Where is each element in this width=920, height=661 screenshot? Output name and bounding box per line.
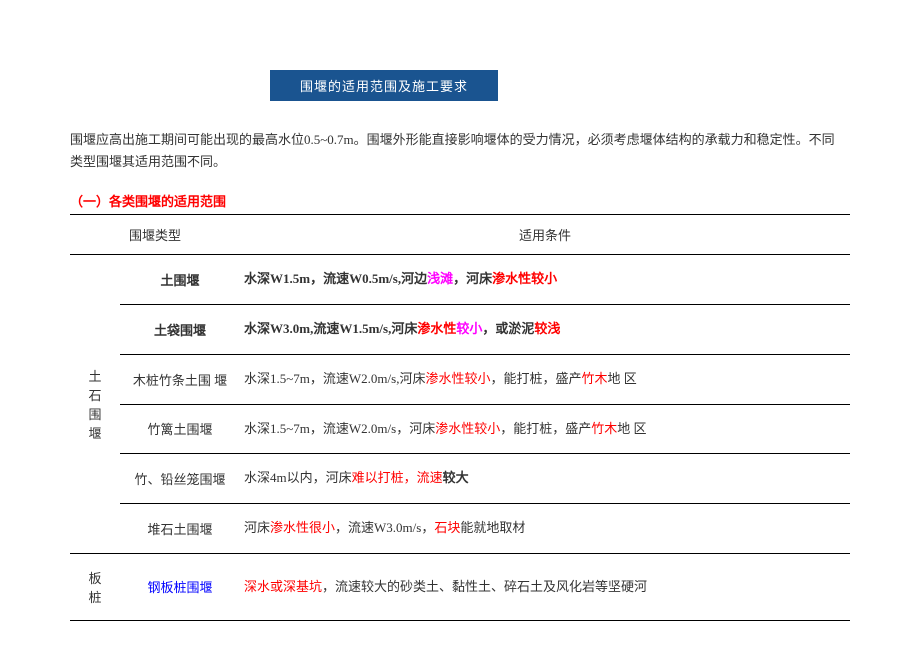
condition-segment: ，流速较大的砂类土、黏性土、碎石土及风化岩等坚硬河	[322, 579, 647, 594]
type-label: 竹、铅丝笼围堰	[134, 472, 225, 487]
condition-segment: 渗水性较小	[435, 421, 500, 436]
condition-segment: 水深1.5~7m，流速W2.0m/s，河床	[244, 421, 435, 436]
type-cell: 土围堰	[120, 255, 240, 305]
condition-segment: ，河床	[453, 271, 492, 286]
type-cell: 竹篱土围堰	[120, 404, 240, 454]
type-cell: 土袋围堰	[120, 304, 240, 354]
table-row: 板桩 钢板桩围堰 深水或深基坑，流速较大的砂类土、黏性土、碎石土及风化岩等坚硬河	[70, 553, 850, 620]
type-label: 钢板桩围堰	[147, 580, 212, 595]
condition-segment: 地 区	[617, 421, 646, 436]
table-row: 土石围堰土围堰水深W1.5m，流速W0.5m/s,河边浅滩，河床渗水性较小	[70, 255, 850, 305]
type-cell: 钢板桩围堰	[120, 553, 240, 620]
intro-paragraph: 围堰应高出施工期间可能出现的最高水位0.5~0.7m。围堰外形能直接影响堰体的受…	[70, 129, 850, 173]
table-row: 竹、铅丝笼围堰水深4m以内，河床难以打桩，流速较大	[70, 454, 850, 504]
header-type: 围堰类型	[70, 215, 240, 255]
table-row: 土袋围堰 水深W3.0m,流速W1.5m/s,河床渗水性较小，或淤泥较浅	[70, 304, 850, 354]
category-cell: 板桩	[70, 553, 120, 620]
condition-segment: 较大	[443, 470, 469, 485]
type-label: 土袋围堰	[154, 323, 206, 338]
table-body: 土石围堰土围堰水深W1.5m，流速W0.5m/s,河边浅滩，河床渗水性较小土袋围…	[70, 255, 850, 621]
cofferdam-table: 围堰类型 适用条件 土石围堰土围堰水深W1.5m，流速W0.5m/s,河边浅滩，…	[70, 214, 850, 621]
condition-cell: 水深1.5~7m，流速W2.0m/s，河床渗水性较小，能打桩，盛产竹木地 区	[240, 404, 850, 454]
condition-cell: 深水或深基坑，流速较大的砂类土、黏性土、碎石土及风化岩等坚硬河	[240, 553, 850, 620]
type-cell: 木桩竹条土围 堰	[120, 354, 240, 404]
condition-segment: ，能打桩，盛产	[490, 371, 581, 386]
condition-segment: 地 区	[608, 371, 637, 386]
section-title: （一）各类围堰的适用范围	[70, 191, 850, 210]
header-condition: 适用条件	[240, 215, 850, 255]
table-row: 木桩竹条土围 堰水深1.5~7m，流速W2.0m/s,河床渗水性较小，能打桩，盛…	[70, 354, 850, 404]
condition-segment: 较浅	[534, 321, 560, 336]
type-label: 堆石土围堰	[147, 522, 212, 537]
condition-cell: 水深W1.5m，流速W0.5m/s,河边浅滩，河床渗水性较小	[240, 255, 850, 305]
condition-segment: 能就地取材	[460, 520, 525, 535]
table-row: 堆石土围堰 河床渗水性很小，流速W3.0m/s，石块能就地取材	[70, 504, 850, 554]
type-label: 土围堰	[160, 273, 199, 288]
category-cell: 土石围堰	[70, 255, 120, 554]
condition-segment: 竹木	[591, 421, 617, 436]
type-cell: 堆石土围堰	[120, 504, 240, 554]
condition-segment: 渗水性较小	[492, 271, 557, 286]
condition-segment: 浅滩	[427, 271, 453, 286]
condition-segment: ，或淤泥	[482, 321, 534, 336]
title-banner: 围堰的适用范围及施工要求	[270, 70, 498, 101]
condition-segment: ，流速W3.0m/s，	[335, 520, 434, 535]
condition-segment: 难以打桩，流速	[352, 470, 443, 485]
condition-cell: 水深W3.0m,流速W1.5m/s,河床渗水性较小，或淤泥较浅	[240, 304, 850, 354]
type-cell: 竹、铅丝笼围堰	[120, 454, 240, 504]
condition-cell: 河床渗水性很小，流速W3.0m/s，石块能就地取材	[240, 504, 850, 554]
condition-segment: 水深W1.5m，流速W0.5m/s,河边	[244, 271, 427, 286]
condition-cell: 水深1.5~7m，流速W2.0m/s,河床渗水性较小，能打桩，盛产竹木地 区	[240, 354, 850, 404]
condition-segment: 河床	[244, 520, 270, 535]
condition-segment: 较小	[456, 321, 482, 336]
condition-segment: 水深4m以内，河床	[244, 470, 352, 485]
condition-segment: 渗水性	[417, 321, 456, 336]
condition-segment: 水深1.5~7m，流速W2.0m/s,河床	[244, 371, 425, 386]
condition-segment: 渗水性很小	[270, 520, 335, 535]
type-label: 竹篱土围堰	[147, 422, 212, 437]
table-header-row: 围堰类型 适用条件	[70, 215, 850, 255]
condition-segment: ，能打桩，盛产	[500, 421, 591, 436]
condition-segment: 水深W3.0m,流速W1.5m/s,河床	[244, 321, 417, 336]
condition-segment: 深水或深基坑	[244, 579, 322, 594]
table-row: 竹篱土围堰 水深1.5~7m，流速W2.0m/s，河床渗水性较小，能打桩，盛产竹木…	[70, 404, 850, 454]
type-label: 木桩竹条土围 堰	[133, 373, 227, 388]
condition-segment: 石块	[434, 520, 460, 535]
condition-segment: 竹木	[581, 371, 607, 386]
condition-segment: 渗水性较小	[425, 371, 490, 386]
condition-cell: 水深4m以内，河床难以打桩，流速较大	[240, 454, 850, 504]
document-content: 围堰的适用范围及施工要求 围堰应高出施工期间可能出现的最高水位0.5~0.7m。…	[0, 0, 920, 661]
